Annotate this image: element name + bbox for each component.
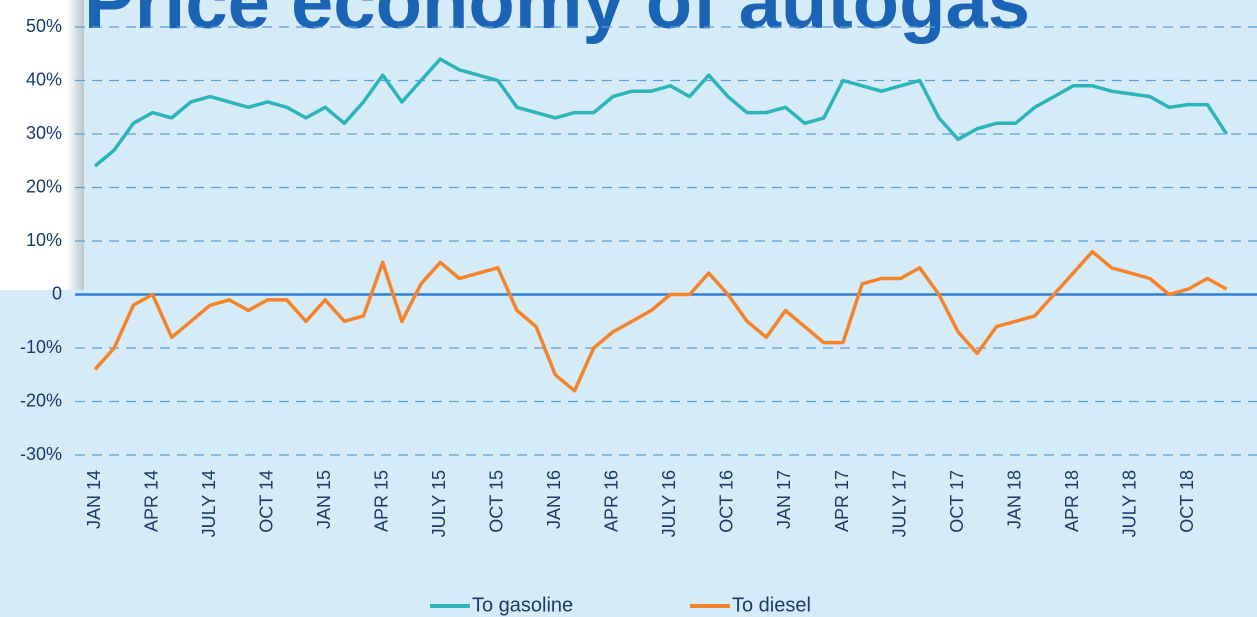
x-tick-label: APR 17 xyxy=(832,470,852,532)
x-tick-label: OCT 15 xyxy=(487,470,507,533)
x-tick-label: OCT 17 xyxy=(947,470,967,533)
x-tick-label: JAN 18 xyxy=(1004,470,1024,529)
x-tick-label: JULY 18 xyxy=(1119,470,1139,537)
series-line xyxy=(93,57,1229,168)
x-tick-label: JULY 14 xyxy=(199,470,219,537)
x-tick-label: APR 16 xyxy=(602,470,622,532)
x-tick-label: OCT 14 xyxy=(256,470,276,533)
y-tick-label: 0 xyxy=(52,283,62,303)
y-tick-label: 10% xyxy=(26,230,62,250)
y-tick-label: -10% xyxy=(20,337,62,357)
x-tick-label: JULY 15 xyxy=(429,470,449,537)
x-tick-label: JULY 17 xyxy=(889,470,909,537)
x-tick-label: OCT 16 xyxy=(717,470,737,533)
x-tick-label: JAN 16 xyxy=(544,470,564,529)
x-tick-label: APR 15 xyxy=(371,470,391,532)
x-tick-label: JAN 17 xyxy=(774,470,794,529)
x-tick-label: JAN 14 xyxy=(84,470,104,529)
x-tick-label: JULY 16 xyxy=(659,470,679,537)
panel xyxy=(0,0,84,290)
y-tick-label: -20% xyxy=(20,390,62,410)
x-tick-label: OCT 18 xyxy=(1177,470,1197,533)
y-tick-label: -30% xyxy=(20,444,62,464)
legend-label: To gasoline xyxy=(472,594,573,616)
chart-title: Price economy of autogas xyxy=(84,0,1030,45)
x-tick-label: APR 18 xyxy=(1062,470,1082,532)
legend-label: To diesel xyxy=(732,594,811,616)
y-tick-label: 30% xyxy=(26,123,62,143)
x-tick-label: APR 14 xyxy=(141,470,161,532)
x-tick-label: JAN 15 xyxy=(314,470,334,529)
y-tick-label: 50% xyxy=(26,16,62,36)
y-tick-label: 20% xyxy=(26,176,62,196)
y-tick-label: 40% xyxy=(26,69,62,89)
series-line xyxy=(93,249,1228,393)
